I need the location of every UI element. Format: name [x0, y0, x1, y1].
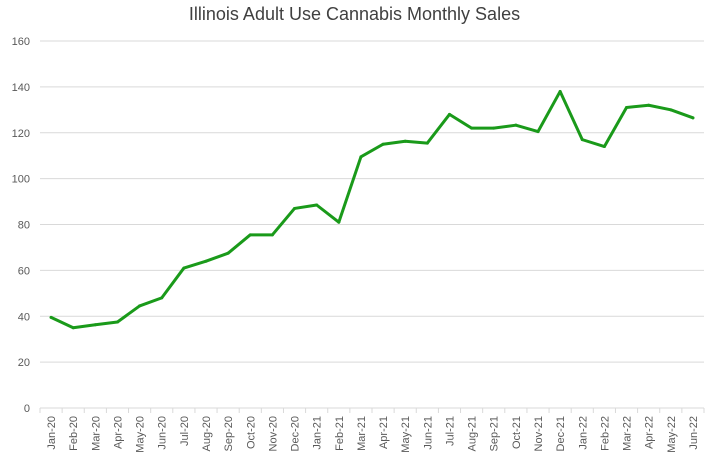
- data-point: [270, 233, 274, 237]
- x-tick-label: Apr-21: [378, 416, 390, 449]
- y-tick-label: 160: [12, 36, 30, 48]
- y-axis-tick-labels: 0 20 40 60 80 100 120 140 160: [12, 36, 30, 415]
- x-tick-label: Jun-20: [157, 416, 169, 450]
- data-point: [49, 315, 53, 319]
- x-tick-label: Sep-21: [489, 416, 501, 451]
- data-point: [580, 138, 584, 142]
- y-tick-label: 140: [12, 82, 30, 94]
- x-tick-label: Feb-22: [599, 416, 611, 451]
- y-tick-label: 0: [24, 403, 30, 415]
- data-point: [625, 106, 629, 110]
- x-tick-label: Oct-20: [245, 416, 257, 449]
- x-tick-label: Apr-22: [644, 416, 656, 449]
- data-point: [403, 139, 407, 143]
- x-axis: [39, 407, 705, 413]
- data-point: [425, 141, 429, 145]
- gridlines: [40, 40, 704, 363]
- series-line: [49, 89, 695, 330]
- x-tick-label: Jul-20: [179, 416, 191, 446]
- data-point: [138, 304, 142, 308]
- x-tick-label: Jan-21: [312, 416, 324, 450]
- data-point: [315, 203, 319, 207]
- data-point: [669, 108, 673, 112]
- x-tick-label: Dec-20: [290, 416, 302, 451]
- x-tick-label: May-21: [400, 416, 412, 453]
- x-tick-label: Sep-20: [223, 416, 235, 451]
- data-point: [293, 206, 297, 210]
- x-tick-label: May-22: [666, 416, 678, 453]
- x-axis-tick-labels: Jan-20 Feb-20 Mar-20 Apr-20 May-20 Jun-20 Jul-…: [46, 416, 700, 453]
- data-point: [647, 103, 651, 107]
- y-tick-label: 120: [12, 128, 30, 140]
- x-tick-label: Jul-21: [444, 416, 456, 446]
- x-tick-label: Jun-22: [688, 416, 700, 450]
- x-tick-label: Apr-20: [112, 416, 124, 449]
- data-point: [226, 251, 230, 255]
- data-point: [514, 123, 518, 127]
- chart-title: Illinois Adult Use Cannabis Monthly Sale…: [188, 4, 521, 24]
- x-tick-label: Jan-22: [577, 416, 589, 450]
- x-tick-label: Feb-21: [334, 416, 346, 451]
- data-point: [337, 220, 341, 224]
- x-tick-label: Feb-20: [68, 416, 80, 451]
- data-point: [470, 126, 474, 130]
- y-tick-label: 40: [18, 311, 30, 323]
- data-point: [204, 259, 208, 263]
- data-point: [115, 320, 119, 324]
- x-tick-label: Mar-21: [356, 416, 368, 451]
- data-point: [248, 233, 252, 237]
- x-tick-label: Oct-21: [511, 416, 523, 449]
- data-point: [602, 145, 606, 149]
- x-tick-label: Aug-20: [201, 416, 213, 451]
- x-tick-label: Jun-21: [422, 416, 434, 450]
- x-tick-label: Jan-20: [46, 416, 58, 450]
- data-point: [93, 323, 97, 327]
- data-point: [492, 126, 496, 130]
- x-tick-label: Dec-21: [555, 416, 567, 451]
- data-point: [381, 142, 385, 146]
- data-point: [182, 266, 186, 270]
- y-tick-label: 20: [18, 357, 30, 369]
- y-tick-label: 100: [12, 174, 30, 186]
- series-layer: [49, 89, 695, 330]
- data-point: [71, 326, 75, 330]
- x-tick-label: Mar-20: [90, 416, 102, 451]
- data-point: [359, 155, 363, 159]
- x-tick-label: May-20: [135, 416, 147, 453]
- data-point: [558, 89, 562, 93]
- x-tick-label: Nov-21: [533, 416, 545, 451]
- x-tick-label: Aug-21: [467, 416, 479, 451]
- x-tick-label: Mar-22: [622, 416, 634, 451]
- data-point: [447, 112, 451, 116]
- data-point: [160, 296, 164, 300]
- data-point: [691, 116, 695, 120]
- x-tick-label: Nov-20: [267, 416, 279, 451]
- y-tick-label: 60: [18, 265, 30, 277]
- y-tick-label: 80: [18, 220, 30, 232]
- data-point: [536, 130, 540, 134]
